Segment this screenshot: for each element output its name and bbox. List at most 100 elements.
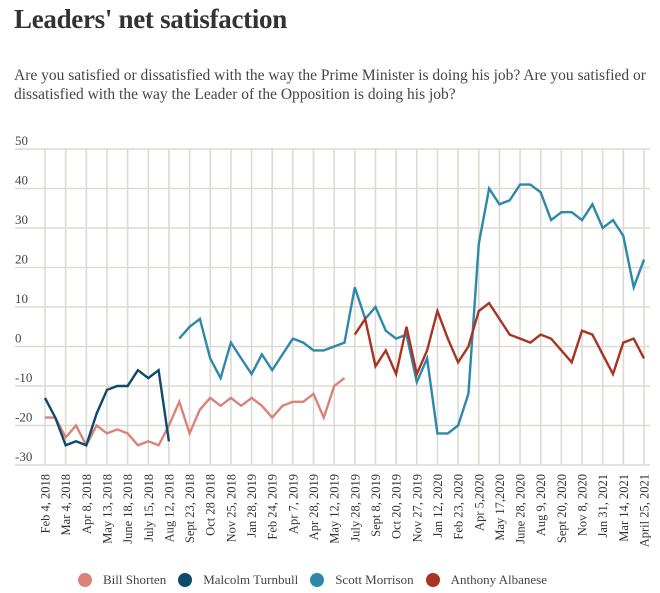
data-point[interactable] xyxy=(342,375,348,381)
data-point[interactable] xyxy=(280,403,286,409)
data-point[interactable] xyxy=(125,430,131,436)
data-point[interactable] xyxy=(218,375,224,381)
data-point[interactable] xyxy=(94,411,100,417)
data-point[interactable] xyxy=(218,403,224,409)
data-point[interactable] xyxy=(517,336,523,342)
data-point[interactable] xyxy=(269,367,275,373)
data-point[interactable] xyxy=(403,324,409,330)
data-point[interactable] xyxy=(641,355,647,361)
data-point[interactable] xyxy=(579,217,585,223)
data-point[interactable] xyxy=(311,347,317,353)
data-point[interactable] xyxy=(321,347,327,353)
data-point[interactable] xyxy=(52,415,58,421)
legend-item-shorten[interactable]: Bill Shorten xyxy=(78,572,166,588)
data-point[interactable] xyxy=(383,328,389,334)
data-point[interactable] xyxy=(63,442,69,448)
data-point[interactable] xyxy=(238,403,244,409)
series-line-bill-shorten[interactable] xyxy=(45,377,346,448)
data-point[interactable] xyxy=(83,442,89,448)
data-point[interactable] xyxy=(527,340,533,346)
data-point[interactable] xyxy=(290,399,296,405)
data-point[interactable] xyxy=(73,423,79,429)
data-point[interactable] xyxy=(104,387,110,393)
data-point[interactable] xyxy=(631,336,637,342)
data-point[interactable] xyxy=(538,189,544,195)
data-point[interactable] xyxy=(176,336,182,342)
data-point[interactable] xyxy=(610,371,616,377)
data-point[interactable] xyxy=(259,403,265,409)
data-point[interactable] xyxy=(342,340,348,346)
data-point[interactable] xyxy=(600,351,606,357)
data-point[interactable] xyxy=(352,284,358,290)
data-point[interactable] xyxy=(362,316,368,322)
data-point[interactable] xyxy=(156,442,162,448)
data-point[interactable] xyxy=(135,367,141,373)
data-point[interactable] xyxy=(414,371,420,377)
data-point[interactable] xyxy=(228,340,234,346)
series-line-scott-morrison[interactable] xyxy=(178,183,646,435)
data-point[interactable] xyxy=(631,284,637,290)
data-point[interactable] xyxy=(569,209,575,215)
data-point[interactable] xyxy=(249,395,255,401)
data-point[interactable] xyxy=(538,332,544,338)
data-point[interactable] xyxy=(259,351,265,357)
data-point[interactable] xyxy=(496,316,502,322)
data-point[interactable] xyxy=(114,426,120,432)
legend-item-morrison[interactable]: Scott Morrison xyxy=(310,572,414,588)
data-point[interactable] xyxy=(620,340,626,346)
data-point[interactable] xyxy=(207,395,213,401)
data-point[interactable] xyxy=(135,442,141,448)
data-point[interactable] xyxy=(476,241,482,247)
data-point[interactable] xyxy=(197,316,203,322)
data-point[interactable] xyxy=(311,391,317,397)
data-point[interactable] xyxy=(445,430,451,436)
data-point[interactable] xyxy=(372,304,378,310)
data-point[interactable] xyxy=(434,430,440,436)
data-point[interactable] xyxy=(486,186,492,192)
data-point[interactable] xyxy=(455,359,461,365)
data-point[interactable] xyxy=(42,395,48,401)
data-point[interactable] xyxy=(383,347,389,353)
data-point[interactable] xyxy=(125,383,131,389)
data-point[interactable] xyxy=(507,197,513,203)
data-point[interactable] xyxy=(507,332,513,338)
data-point[interactable] xyxy=(42,415,48,421)
data-point[interactable] xyxy=(455,423,461,429)
data-point[interactable] xyxy=(486,300,492,306)
data-point[interactable] xyxy=(558,347,564,353)
data-point[interactable] xyxy=(496,201,502,207)
data-point[interactable] xyxy=(249,371,255,377)
data-point[interactable] xyxy=(145,375,151,381)
data-point[interactable] xyxy=(558,209,564,215)
data-point[interactable] xyxy=(527,182,533,188)
data-point[interactable] xyxy=(156,367,162,373)
data-point[interactable] xyxy=(372,363,378,369)
data-point[interactable] xyxy=(620,233,626,239)
data-point[interactable] xyxy=(569,359,575,365)
data-point[interactable] xyxy=(166,438,172,444)
data-point[interactable] xyxy=(517,182,523,188)
data-point[interactable] xyxy=(393,371,399,377)
data-point[interactable] xyxy=(187,430,193,436)
data-point[interactable] xyxy=(228,395,234,401)
data-point[interactable] xyxy=(145,438,151,444)
data-point[interactable] xyxy=(414,379,420,385)
data-point[interactable] xyxy=(300,340,306,346)
data-point[interactable] xyxy=(589,332,595,338)
data-point[interactable] xyxy=(476,308,482,314)
data-point[interactable] xyxy=(114,383,120,389)
series-line-anthony-albanese[interactable] xyxy=(353,301,646,378)
data-point[interactable] xyxy=(579,328,585,334)
data-point[interactable] xyxy=(352,332,358,338)
data-point[interactable] xyxy=(641,257,647,263)
data-point[interactable] xyxy=(187,324,193,330)
data-point[interactable] xyxy=(197,407,203,413)
series-line-malcolm-turnbull[interactable] xyxy=(43,368,171,447)
data-point[interactable] xyxy=(207,355,213,361)
data-point[interactable] xyxy=(331,383,337,389)
data-point[interactable] xyxy=(610,217,616,223)
data-point[interactable] xyxy=(445,336,451,342)
data-point[interactable] xyxy=(280,351,286,357)
data-point[interactable] xyxy=(321,415,327,421)
data-point[interactable] xyxy=(104,430,110,436)
